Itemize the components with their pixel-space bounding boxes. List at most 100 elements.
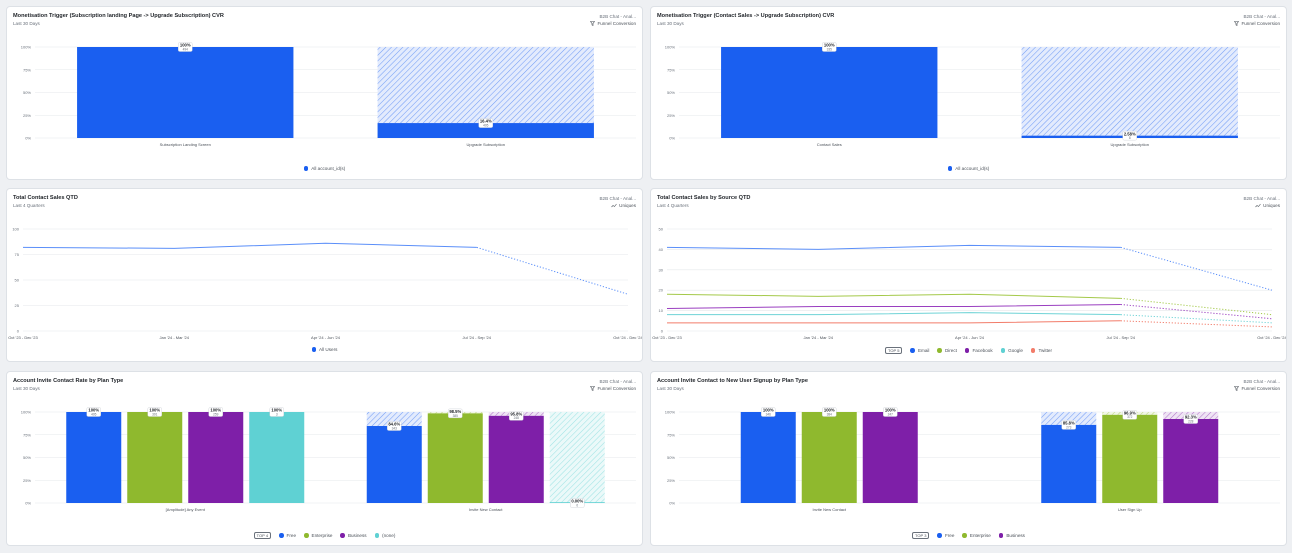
bar-all-account-id-s-: [377, 123, 594, 138]
legend-dot-icon: [964, 348, 970, 353]
legend-dot-icon: [947, 166, 953, 171]
card-title[interactable]: Total Contact Sales QTD: [13, 195, 78, 201]
funnel-icon: [1234, 21, 1240, 26]
legend-item[interactable]: Free: [937, 533, 954, 538]
card-title[interactable]: Account Invite Contact Rate by Plan Type: [13, 378, 124, 384]
legend-item[interactable]: (none): [374, 533, 395, 538]
y-tick-label: 25%: [23, 478, 31, 483]
bar--none-: [249, 412, 305, 503]
card-source: B2B Chat - Anal...: [599, 14, 636, 19]
data-label-count: 259: [213, 412, 219, 416]
data-label-percent: 100%: [824, 43, 835, 48]
y-tick-label: 50%: [23, 90, 31, 95]
legend-label: Free: [944, 533, 955, 538]
bar-dropoff: [377, 47, 594, 124]
legend-top-n-badge[interactable]: TOP 5: [885, 347, 903, 354]
data-label-count: 494: [183, 47, 189, 51]
chart-card-invite-contact-rate[interactable]: Account Invite Contact Rate by Plan Type…: [6, 371, 643, 546]
card-metric-label: Uniques: [1263, 203, 1280, 208]
card-source: B2B Chat - Anal...: [1243, 196, 1280, 201]
chart-card-contact-sales-by-source[interactable]: Total Contact Sales by Source QTD Last 4…: [650, 188, 1287, 362]
legend-item[interactable]: Google: [1000, 348, 1023, 353]
series-incomplete-all users: [476, 246, 629, 295]
data-label-box: [883, 407, 898, 417]
y-tick-label: 10: [659, 308, 664, 313]
series-line-facebook: [666, 303, 1121, 310]
chart-card-total-contact-sales[interactable]: Total Contact Sales QTD Last 4 Quarters …: [6, 188, 643, 362]
x-category-label: Upgrade Subscription: [467, 142, 505, 147]
x-tick-label: Jan '24 - Mar '24: [803, 335, 833, 340]
data-label-box: [570, 498, 585, 508]
legend-dot-icon: [962, 533, 967, 538]
series-line-direct: [666, 293, 1121, 299]
legend-item[interactable]: All Users: [311, 347, 337, 352]
card-title[interactable]: Monetisation Trigger (Contact Sales -> U…: [657, 13, 835, 19]
bar-business: [488, 415, 544, 503]
data-label-box: [448, 408, 463, 419]
x-category-label: Subscription Landing Screen: [160, 142, 211, 147]
legend-label: Facebook: [972, 348, 993, 353]
data-label-percent: 100%: [824, 408, 835, 413]
card-title[interactable]: Total Contact Sales by Source QTD: [657, 195, 751, 201]
x-tick-label: Apr '24 - Jun '24: [311, 335, 341, 340]
card-title[interactable]: Monetisation Trigger (Subscription landi…: [13, 13, 224, 19]
funnel-bar-chart: 100%75%50%25%0%100%405100%391100%259100%…: [21, 407, 636, 512]
chart-card-invite-to-signup[interactable]: Account Invite Contact to New User Signu…: [650, 371, 1287, 546]
legend-label: Free: [286, 533, 296, 538]
legend-top-n-badge[interactable]: TOP 4: [253, 532, 272, 539]
legend-item[interactable]: Enterprise: [962, 533, 991, 538]
y-tick-label: 25%: [23, 113, 31, 118]
legend-item[interactable]: Email: [910, 348, 929, 353]
legend-dot-icon: [910, 348, 915, 353]
y-tick-label: 40: [659, 247, 664, 252]
data-label-percent: 100%: [271, 408, 282, 413]
bar-enterprise: [127, 412, 183, 503]
legend-item[interactable]: Twitter: [1030, 348, 1052, 353]
legend-dot-icon: [374, 533, 380, 538]
chart-card-subscription-cvr[interactable]: Monetisation Trigger (Subscription landi…: [6, 6, 643, 180]
data-label-count: 405: [483, 123, 489, 127]
data-label-percent: 84.6%: [388, 422, 400, 427]
legend-item[interactable]: Direct: [937, 348, 957, 353]
data-label-count: 228: [1188, 419, 1194, 423]
chart-card-contact-sales-cvr[interactable]: Monetisation Trigger (Contact Sales -> U…: [650, 6, 1287, 180]
card-metric: Funnel Conversion: [1234, 21, 1280, 26]
y-tick-label: 0%: [669, 501, 675, 506]
bar-business: [862, 412, 918, 503]
y-tick-label: 75%: [23, 432, 31, 437]
legend-item[interactable]: All account_id(s): [947, 166, 989, 171]
legend-label: Business: [1006, 533, 1025, 538]
card-metric-label: Uniques: [619, 203, 636, 208]
legend-item[interactable]: Business: [998, 533, 1025, 538]
card-metric-label: Funnel Conversion: [597, 21, 636, 26]
legend-label: Direct: [944, 348, 957, 353]
y-tick-label: 0%: [669, 136, 675, 141]
legend-item[interactable]: Free: [279, 533, 296, 538]
data-label-count: 273: [1066, 425, 1072, 429]
data-label-count: 247: [888, 412, 894, 416]
x-tick-label: Oct '24 - Dec '24: [613, 335, 643, 340]
y-tick-label: 20: [659, 288, 664, 293]
legend-item[interactable]: Business: [340, 533, 367, 538]
card-source: B2B Chat - Anal...: [1243, 14, 1280, 19]
data-label-box: [387, 421, 402, 431]
legend-top-n-badge[interactable]: TOP 3: [912, 532, 930, 539]
funnel-icon: [590, 21, 596, 26]
data-label-box: [822, 407, 837, 417]
legend-dot-icon: [340, 533, 345, 538]
legend-item[interactable]: All account_id(s): [303, 166, 345, 171]
bar-dropoff: [366, 412, 422, 427]
card-source: B2B Chat - Anal...: [1243, 379, 1280, 384]
y-tick-label: 0: [661, 329, 664, 334]
series-line-twitter: [667, 320, 1121, 324]
y-tick-label: 100%: [665, 45, 676, 50]
legend-item[interactable]: Enterprise: [304, 533, 332, 538]
legend-item[interactable]: Facebook: [964, 348, 993, 353]
series-incomplete-direct: [1120, 297, 1273, 316]
data-label-percent: 2.58%: [1124, 131, 1136, 136]
card-metric-label: Funnel Conversion: [597, 386, 636, 391]
data-label-count: 384: [827, 412, 833, 416]
card-title[interactable]: Account Invite Contact to New User Signu…: [657, 378, 808, 384]
series-line-all users: [22, 242, 477, 249]
